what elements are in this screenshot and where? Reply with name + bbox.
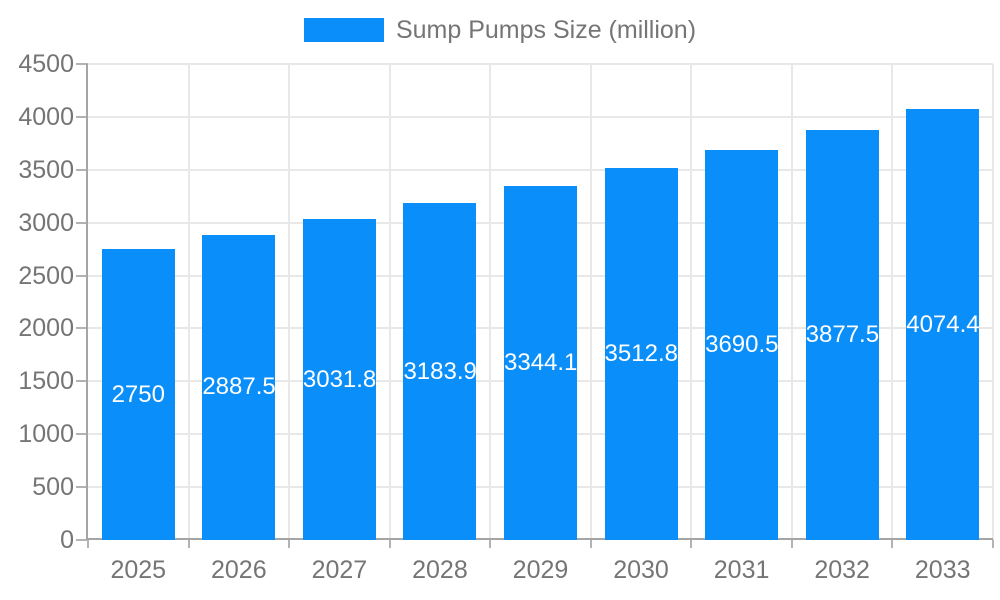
bar-value-label: 3344.16 <box>504 349 577 377</box>
y-tick-label: 0 <box>60 526 74 554</box>
x-tick-label: 2027 <box>311 556 368 584</box>
bar-2027[interactable] <box>302 219 376 540</box>
bar-value-label: 2750 <box>111 380 165 408</box>
x-axis-tick <box>690 540 693 548</box>
y-tick-label: 4000 <box>18 102 74 131</box>
x-gridline <box>288 64 291 540</box>
x-axis-tick <box>489 540 492 548</box>
bar-2031[interactable] <box>705 149 779 540</box>
bar-2033[interactable] <box>906 109 980 540</box>
x-tick-label: 2031 <box>713 556 770 584</box>
legend-label: Sump Pumps Size (million) <box>395 16 697 44</box>
x-tick-label: 2033 <box>914 556 971 584</box>
y-axis-tick <box>76 63 88 65</box>
y-tick-label: 4500 <box>18 50 74 78</box>
y-axis-tick <box>76 486 88 489</box>
y-tick-label: 2500 <box>18 261 74 290</box>
y-gridline <box>88 63 993 65</box>
x-axis-tick <box>992 540 994 548</box>
x-gridline <box>589 64 592 540</box>
x-gridline <box>489 64 492 540</box>
y-tick-label: 1500 <box>18 367 74 396</box>
y-gridline <box>88 168 993 171</box>
legend-swatch <box>303 18 384 42</box>
x-tick-label: 2029 <box>512 556 569 584</box>
y-axis-tick <box>76 168 88 171</box>
x-axis-tick <box>288 540 291 548</box>
x-tick-label: 2025 <box>110 556 167 584</box>
x-tick-label: 2030 <box>613 556 669 584</box>
bar-value-label: 3512.87 <box>604 340 678 368</box>
bar-value-label: 4074.42 <box>906 310 980 338</box>
x-axis-tick <box>87 540 89 548</box>
y-tick-label: 3000 <box>18 208 74 237</box>
y-axis-tick <box>76 221 88 224</box>
x-axis-tick <box>388 540 391 548</box>
bar-2030[interactable] <box>604 168 678 540</box>
y-axis-line <box>86 64 88 540</box>
x-gridline <box>388 64 391 540</box>
y-tick-label: 3500 <box>18 155 74 184</box>
bar-value-label: 3690.51 <box>705 330 779 358</box>
x-gridline <box>992 64 994 540</box>
x-axis-tick <box>589 540 592 548</box>
y-axis-tick <box>76 115 88 118</box>
y-axis-tick <box>76 433 88 436</box>
y-tick-label: 500 <box>32 473 74 502</box>
x-axis-tick <box>891 540 894 548</box>
y-axis-tick <box>76 380 88 383</box>
bar-2026[interactable] <box>202 234 276 540</box>
y-axis-tick <box>76 274 88 277</box>
x-gridline <box>187 64 190 540</box>
bar-value-label: 3877.54 <box>805 320 879 348</box>
bar-value-label: 3183.96 <box>403 357 477 385</box>
y-axis-tick <box>76 539 88 541</box>
y-tick-label: 2000 <box>18 314 74 343</box>
x-tick-label: 2032 <box>814 556 870 584</box>
bar-2028[interactable] <box>403 203 477 540</box>
x-gridline <box>790 64 793 540</box>
x-axis-tick <box>187 540 190 548</box>
y-gridline <box>88 115 993 118</box>
x-tick-label: 2028 <box>412 556 468 584</box>
bar-value-label: 2887.5 <box>202 373 276 401</box>
y-axis-tick <box>76 327 88 330</box>
bar-value-label: 3031.87 <box>302 365 376 393</box>
x-gridline <box>891 64 894 540</box>
x-tick-label: 2026 <box>211 556 267 584</box>
x-gridline <box>690 64 693 540</box>
y-tick-label: 1000 <box>18 420 74 449</box>
bar-2029[interactable] <box>504 186 577 540</box>
bar-2025[interactable] <box>101 249 175 540</box>
chart-legend[interactable]: Sump Pumps Size (million) <box>0 16 1000 44</box>
x-axis-tick <box>790 540 793 548</box>
bar-2032[interactable] <box>805 129 879 540</box>
